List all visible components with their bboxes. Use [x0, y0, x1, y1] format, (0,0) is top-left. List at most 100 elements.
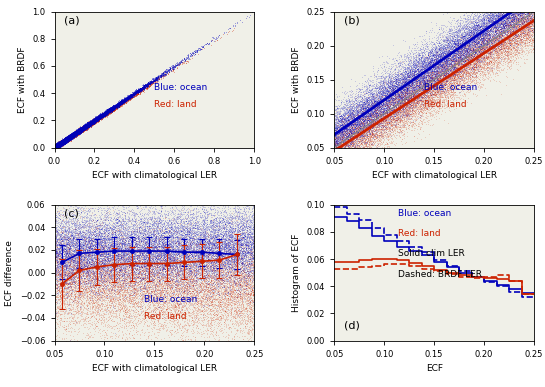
Point — [92, 117, 101, 123]
Point — [191, 229, 200, 235]
Point — [201, 272, 210, 278]
Point — [51, 144, 60, 150]
Point — [93, 116, 101, 123]
Point — [138, 271, 147, 277]
Point — [58, 140, 67, 146]
Point — [89, 250, 98, 256]
Point — [89, 120, 98, 126]
Point — [59, 139, 68, 146]
Point — [74, 222, 82, 228]
Point — [429, 88, 438, 94]
Point — [446, 50, 455, 56]
Point — [106, 302, 114, 308]
Point — [58, 139, 67, 146]
Point — [51, 143, 60, 149]
Point — [396, 83, 405, 89]
Point — [86, 118, 95, 125]
Point — [202, 289, 211, 296]
Point — [192, 314, 201, 320]
Point — [237, 276, 246, 283]
Point — [355, 128, 364, 134]
Point — [126, 240, 135, 246]
Point — [432, 85, 440, 91]
Point — [518, 22, 526, 28]
Point — [56, 142, 65, 148]
Point — [154, 286, 163, 293]
Point — [128, 216, 137, 223]
Point — [503, 32, 512, 38]
Point — [142, 84, 150, 91]
Point — [204, 227, 213, 233]
Point — [487, 18, 496, 24]
Point — [190, 230, 198, 236]
Point — [392, 87, 401, 94]
Point — [243, 217, 251, 223]
Point — [98, 243, 107, 250]
Point — [399, 80, 408, 87]
Point — [105, 107, 113, 113]
Point — [111, 284, 119, 290]
Point — [54, 143, 63, 149]
Point — [439, 87, 447, 94]
Point — [56, 139, 64, 145]
Point — [464, 47, 473, 53]
Point — [82, 123, 90, 129]
Point — [81, 275, 89, 281]
Point — [143, 240, 152, 246]
Point — [84, 122, 93, 128]
Point — [242, 241, 251, 248]
Point — [53, 142, 62, 149]
Point — [442, 65, 451, 72]
Point — [108, 294, 117, 300]
Point — [469, 13, 477, 19]
Point — [105, 259, 113, 265]
Point — [238, 346, 247, 353]
Point — [54, 144, 63, 151]
Point — [525, 8, 534, 14]
Point — [473, 63, 482, 69]
Point — [99, 238, 107, 245]
Point — [81, 124, 89, 130]
Point — [228, 272, 237, 279]
Point — [53, 208, 62, 214]
Point — [213, 232, 222, 238]
Point — [461, 57, 469, 63]
Point — [79, 267, 88, 273]
Point — [174, 239, 183, 245]
Point — [54, 143, 63, 149]
Point — [52, 144, 61, 150]
Point — [83, 264, 92, 271]
Point — [377, 96, 386, 102]
Point — [459, 33, 468, 39]
Point — [76, 129, 84, 135]
Point — [53, 143, 62, 149]
Point — [518, 0, 526, 3]
Point — [179, 55, 188, 61]
Point — [87, 120, 95, 126]
Point — [137, 238, 146, 244]
Point — [527, 28, 536, 34]
Point — [452, 72, 461, 78]
Point — [54, 267, 63, 274]
Point — [146, 270, 155, 276]
Point — [434, 77, 443, 84]
Point — [220, 216, 228, 222]
Point — [56, 141, 64, 147]
Point — [69, 132, 78, 138]
Point — [216, 245, 225, 251]
Point — [435, 87, 444, 93]
Point — [54, 142, 63, 149]
Point — [379, 144, 388, 150]
Point — [83, 122, 92, 128]
Point — [51, 142, 59, 149]
Point — [59, 138, 68, 144]
Point — [64, 134, 72, 140]
Point — [55, 142, 64, 149]
Point — [129, 263, 138, 269]
Point — [380, 127, 389, 133]
Point — [234, 236, 243, 243]
Point — [439, 49, 447, 55]
Point — [451, 67, 459, 74]
Point — [75, 127, 83, 133]
Point — [86, 270, 94, 276]
